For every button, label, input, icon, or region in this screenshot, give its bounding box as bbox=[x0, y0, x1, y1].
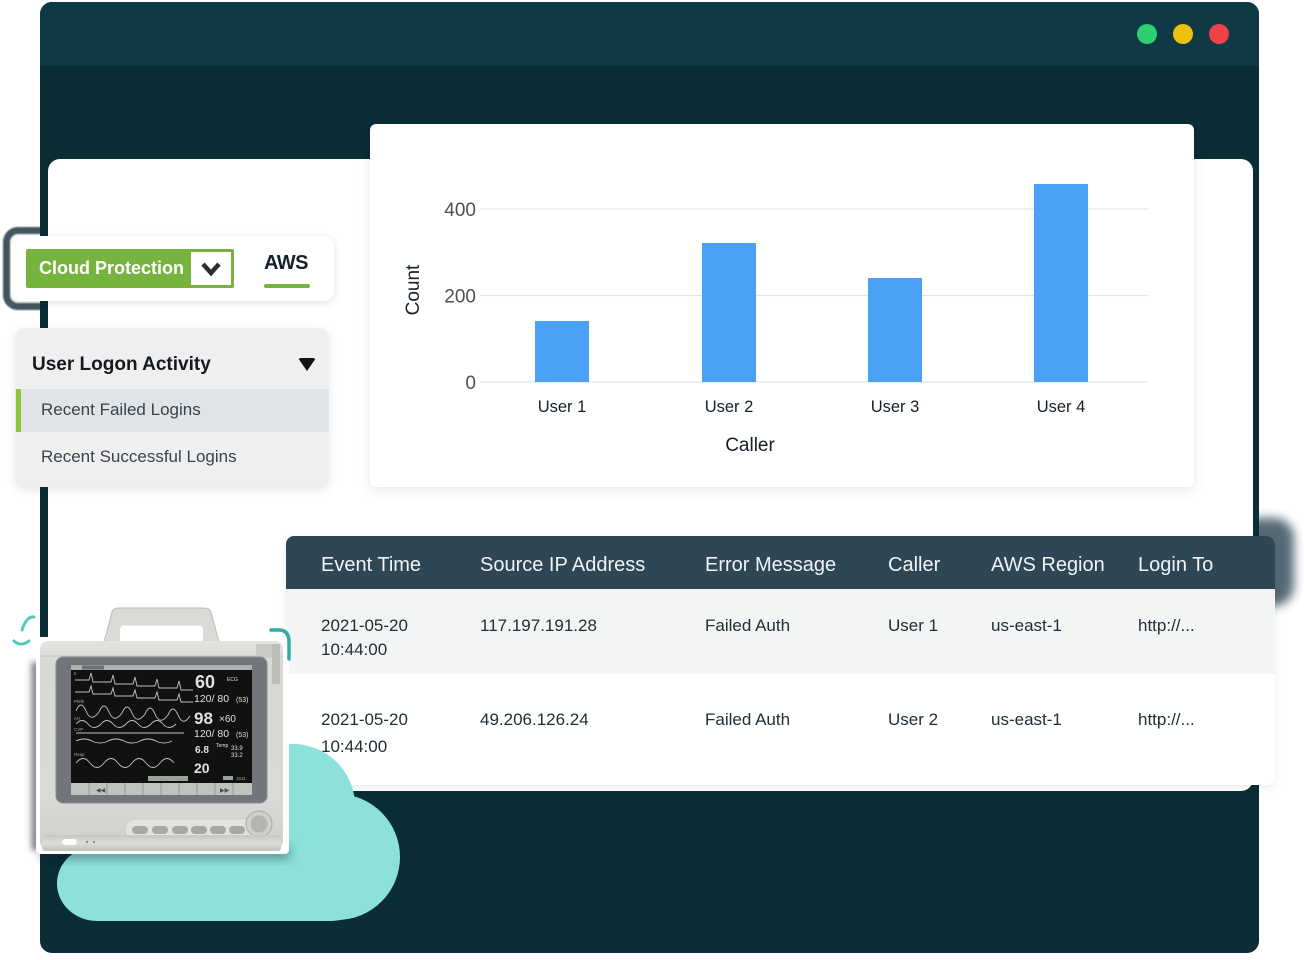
svg-text:II: II bbox=[74, 671, 77, 676]
svg-text:Pleth: Pleth bbox=[74, 699, 85, 704]
svg-text:Art: Art bbox=[74, 716, 81, 721]
svg-text:User 4: User 4 bbox=[1037, 398, 1086, 416]
svg-text:(53): (53) bbox=[236, 732, 248, 739]
svg-text:98: 98 bbox=[194, 709, 213, 728]
svg-text:User 2: User 2 bbox=[705, 398, 754, 416]
svg-text:1611: 1611 bbox=[236, 776, 246, 781]
svg-text:▶▶: ▶▶ bbox=[220, 788, 230, 794]
svg-text:Resp: Resp bbox=[74, 752, 85, 757]
svg-text:(53): (53) bbox=[236, 697, 248, 704]
svg-text:6.8: 6.8 bbox=[195, 745, 209, 756]
svg-text:CVP: CVP bbox=[74, 727, 83, 732]
svg-text:400: 400 bbox=[444, 200, 476, 221]
svg-text:60: 60 bbox=[195, 672, 215, 692]
svg-text:User 1: User 1 bbox=[538, 398, 587, 416]
svg-text:◀◀: ◀◀ bbox=[96, 788, 106, 794]
svg-text:×60: ×60 bbox=[219, 714, 236, 725]
svg-text:120/ 80: 120/ 80 bbox=[194, 728, 229, 740]
svg-text:Caller: Caller bbox=[725, 435, 775, 456]
svg-text:Count: Count bbox=[403, 264, 424, 315]
svg-text:33.2: 33.2 bbox=[231, 753, 243, 759]
svg-text:200: 200 bbox=[444, 287, 476, 308]
svg-text:120/ 80: 120/ 80 bbox=[194, 693, 229, 705]
svg-text:33.9: 33.9 bbox=[231, 746, 243, 752]
svg-text:20: 20 bbox=[194, 760, 210, 776]
svg-text:0: 0 bbox=[465, 373, 476, 394]
svg-text:Temp: Temp bbox=[216, 743, 228, 749]
svg-text:ECG: ECG bbox=[227, 677, 238, 683]
svg-text:User 3: User 3 bbox=[871, 398, 920, 416]
